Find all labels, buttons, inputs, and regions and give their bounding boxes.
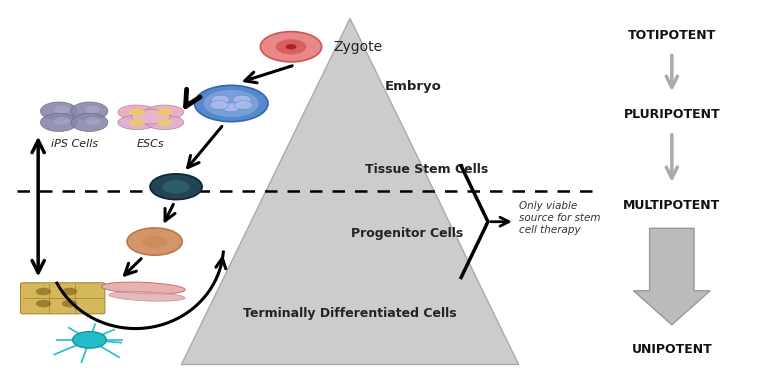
Circle shape bbox=[62, 288, 77, 295]
Circle shape bbox=[204, 90, 259, 117]
Circle shape bbox=[71, 113, 108, 131]
Text: iPS Cells: iPS Cells bbox=[51, 139, 98, 149]
Text: PLURIPOTENT: PLURIPOTENT bbox=[624, 108, 720, 122]
Circle shape bbox=[55, 106, 69, 113]
Polygon shape bbox=[181, 18, 518, 365]
Circle shape bbox=[85, 117, 100, 125]
Circle shape bbox=[162, 180, 190, 194]
Ellipse shape bbox=[118, 115, 156, 130]
Circle shape bbox=[36, 300, 52, 307]
Circle shape bbox=[233, 95, 251, 104]
Circle shape bbox=[235, 101, 253, 110]
Circle shape bbox=[85, 106, 100, 113]
Text: ESCs: ESCs bbox=[137, 139, 165, 149]
Circle shape bbox=[276, 39, 306, 54]
Circle shape bbox=[222, 103, 241, 112]
Circle shape bbox=[55, 117, 69, 125]
Circle shape bbox=[261, 32, 321, 62]
Text: UNIPOTENT: UNIPOTENT bbox=[631, 343, 712, 356]
Circle shape bbox=[285, 44, 296, 50]
Text: Tissue Stem Cells: Tissue Stem Cells bbox=[365, 163, 488, 176]
Text: Zygote: Zygote bbox=[333, 40, 382, 54]
Circle shape bbox=[157, 109, 172, 116]
Text: MULTIPOTENT: MULTIPOTENT bbox=[623, 199, 721, 212]
Text: Only viable
source for stem
cell therapy: Only viable source for stem cell therapy bbox=[518, 201, 600, 235]
Circle shape bbox=[41, 113, 77, 131]
Circle shape bbox=[150, 174, 202, 200]
Circle shape bbox=[72, 331, 106, 348]
Circle shape bbox=[211, 95, 230, 104]
Ellipse shape bbox=[118, 105, 156, 119]
Text: TOTIPOTENT: TOTIPOTENT bbox=[628, 29, 716, 42]
Ellipse shape bbox=[108, 291, 185, 301]
FancyArrow shape bbox=[634, 228, 710, 325]
Ellipse shape bbox=[131, 110, 170, 124]
Circle shape bbox=[127, 228, 182, 255]
Circle shape bbox=[62, 300, 77, 307]
Circle shape bbox=[142, 235, 167, 248]
Circle shape bbox=[71, 102, 108, 120]
Circle shape bbox=[36, 288, 52, 295]
Text: Terminally Differentiated Cells: Terminally Differentiated Cells bbox=[243, 307, 457, 320]
Circle shape bbox=[195, 85, 268, 122]
FancyBboxPatch shape bbox=[21, 283, 105, 314]
Circle shape bbox=[129, 109, 145, 116]
Ellipse shape bbox=[145, 115, 184, 130]
Circle shape bbox=[129, 118, 145, 126]
Text: Embryo: Embryo bbox=[384, 80, 441, 93]
Ellipse shape bbox=[145, 105, 184, 119]
Circle shape bbox=[210, 101, 228, 110]
Ellipse shape bbox=[102, 282, 185, 294]
Circle shape bbox=[157, 118, 172, 126]
Circle shape bbox=[41, 102, 77, 120]
Text: Progenitor Cells: Progenitor Cells bbox=[351, 227, 463, 240]
